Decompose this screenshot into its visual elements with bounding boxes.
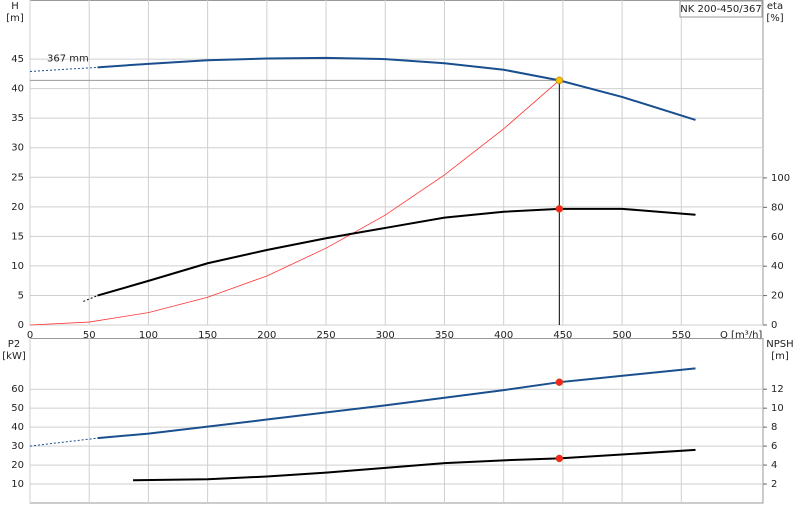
- curve: [133, 448, 696, 482]
- x-tick-label: 50: [83, 330, 96, 341]
- y2-axis-label: NPSH: [766, 339, 793, 350]
- y-tick-label: 25: [11, 172, 24, 183]
- y2-tick-label: 12: [771, 384, 784, 395]
- curve: [97, 207, 696, 297]
- y2-tick-label: 20: [771, 291, 784, 302]
- x-tick-label: 450: [553, 330, 572, 341]
- y2-tick-label: 40: [771, 261, 784, 272]
- y2-axis-unit: [m]: [771, 351, 789, 362]
- y-tick-label: 60: [11, 384, 24, 395]
- x-tick-label: 250: [316, 330, 335, 341]
- x-tick-label: 100: [139, 330, 158, 341]
- y-tick-label: 15: [11, 231, 24, 242]
- operating-point: [555, 76, 564, 85]
- plot-frame: [29, 338, 764, 504]
- chart-title: NK 200-450/367: [680, 4, 761, 15]
- curve: [29, 80, 560, 326]
- operating-point: [555, 454, 564, 463]
- y2-tick-label: 10: [771, 403, 784, 414]
- operating-point: [555, 378, 564, 386]
- curve-label: 367 mm: [47, 54, 89, 65]
- x-tick-label: 500: [613, 330, 632, 341]
- y-axis-unit: [m]: [6, 13, 24, 24]
- y-tick-label: 40: [11, 84, 24, 95]
- y2-tick-label: 0: [771, 320, 777, 331]
- x-axis-label: Q [m³/h]: [720, 330, 762, 341]
- x-tick-label: 550: [672, 330, 691, 341]
- y-tick-label: 35: [11, 113, 24, 124]
- x-tick-label: 350: [435, 330, 454, 341]
- y-tick-label: 20: [11, 202, 24, 213]
- operating-point: [555, 205, 564, 213]
- x-tick-label: 300: [376, 330, 395, 341]
- x-tick-label: 0: [27, 330, 33, 341]
- x-tick-label: 200: [257, 330, 276, 341]
- y-tick-label: 5: [18, 290, 24, 301]
- y-axis-unit: [kW]: [2, 351, 26, 362]
- curve: [29, 66, 98, 72]
- x-tick-label: 400: [494, 330, 513, 341]
- x-tick-label: 150: [198, 330, 217, 341]
- y-tick-label: 20: [11, 460, 24, 471]
- y-tick-label: 30: [11, 143, 24, 154]
- y-tick-label: 45: [11, 54, 24, 65]
- y-tick-label: 30: [11, 441, 24, 452]
- y2-tick-label: 4: [771, 460, 777, 471]
- y2-tick-label: 2: [771, 479, 777, 490]
- curve: [97, 56, 696, 121]
- curve: [29, 437, 98, 447]
- y-tick-label: 10: [11, 261, 24, 272]
- curve: [97, 367, 696, 440]
- y2-tick-label: 8: [771, 422, 777, 433]
- y2-tick-label: 60: [771, 232, 784, 243]
- y-axis-label: H: [11, 1, 19, 12]
- y2-tick-label: 100: [771, 173, 790, 184]
- y2-tick-label: 6: [771, 441, 777, 452]
- y2-axis-unit: [%]: [766, 13, 783, 24]
- y2-tick-label: 80: [771, 202, 784, 213]
- y-tick-label: 40: [11, 422, 24, 433]
- curve: [83, 295, 98, 302]
- title-box: [679, 0, 763, 18]
- y-tick-label: 50: [11, 403, 24, 414]
- y-axis-label: P2: [8, 339, 20, 350]
- y-tick-label: 0: [18, 320, 24, 331]
- y2-axis-label: eta: [767, 1, 783, 12]
- plot-frame: [29, 0, 764, 326]
- y-tick-label: 10: [11, 479, 24, 490]
